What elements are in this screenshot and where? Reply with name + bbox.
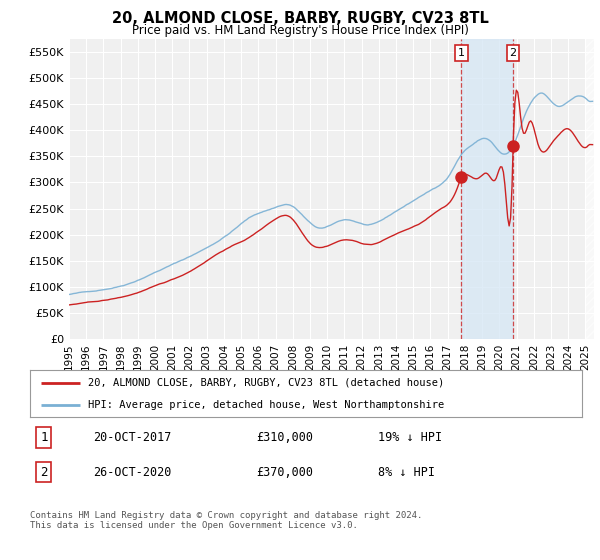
Bar — [586, 39, 594, 339]
Text: £370,000: £370,000 — [256, 465, 313, 479]
Text: 26-OCT-2020: 26-OCT-2020 — [94, 465, 172, 479]
Text: 20, ALMOND CLOSE, BARBY, RUGBY, CV23 8TL: 20, ALMOND CLOSE, BARBY, RUGBY, CV23 8TL — [112, 11, 488, 26]
Text: 20-OCT-2017: 20-OCT-2017 — [94, 431, 172, 444]
Text: 2: 2 — [509, 48, 517, 58]
Text: Price paid vs. HM Land Registry's House Price Index (HPI): Price paid vs. HM Land Registry's House … — [131, 24, 469, 36]
Text: 19% ↓ HPI: 19% ↓ HPI — [378, 431, 442, 444]
Text: 2: 2 — [40, 465, 47, 479]
Text: HPI: Average price, detached house, West Northamptonshire: HPI: Average price, detached house, West… — [88, 400, 444, 410]
Text: 8% ↓ HPI: 8% ↓ HPI — [378, 465, 435, 479]
Text: 1: 1 — [458, 48, 465, 58]
Text: 20, ALMOND CLOSE, BARBY, RUGBY, CV23 8TL (detached house): 20, ALMOND CLOSE, BARBY, RUGBY, CV23 8TL… — [88, 378, 444, 388]
Text: £310,000: £310,000 — [256, 431, 313, 444]
Text: 1: 1 — [40, 431, 47, 444]
Text: Contains HM Land Registry data © Crown copyright and database right 2024.
This d: Contains HM Land Registry data © Crown c… — [30, 511, 422, 530]
Bar — [461, 39, 513, 339]
